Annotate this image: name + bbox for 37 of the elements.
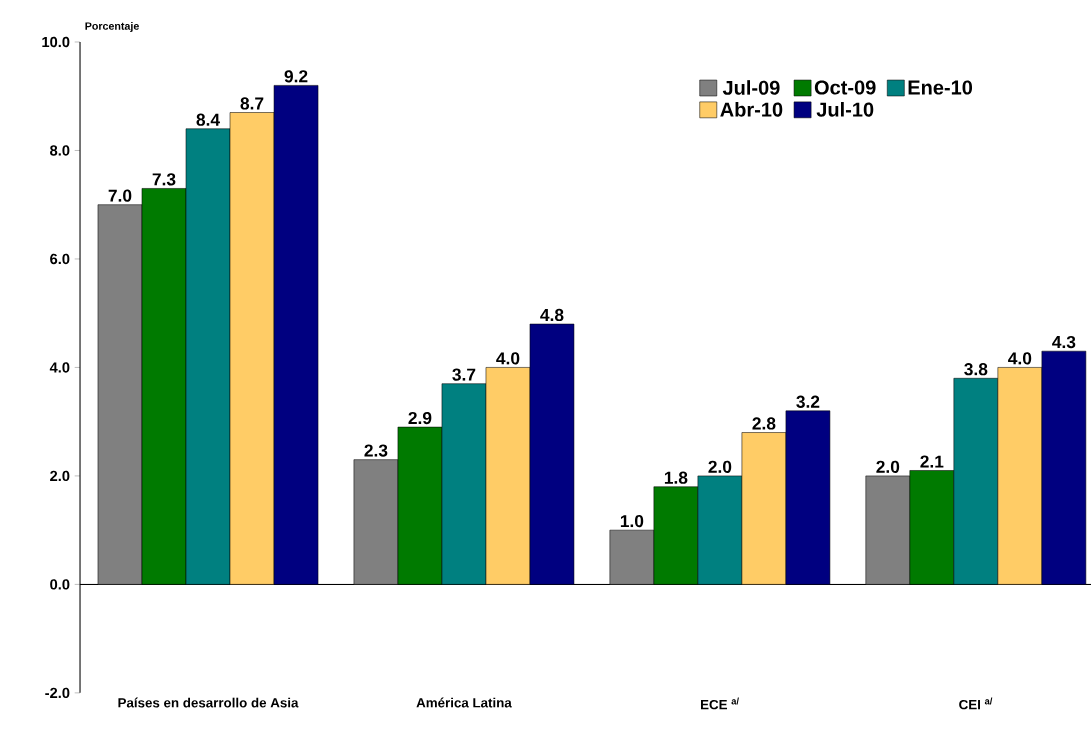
y-tick-label: 6.0 (50, 253, 70, 265)
data-label: 3.8 (964, 362, 988, 376)
x-tick-label: CEI $^{a/}$ (959, 697, 993, 710)
data-label: 2.8 (752, 417, 776, 430)
data-label: 3.2 (796, 395, 820, 408)
y-tick-label: 0.0 (50, 579, 70, 590)
legend-label: Jul-10 (816, 101, 874, 117)
data-label: 1.8 (664, 471, 688, 484)
data-label: 8.4 (196, 113, 220, 126)
data-label: 1.0 (620, 514, 644, 528)
data-label: 4.0 (496, 352, 520, 365)
y-tick-label: -2.0 (45, 687, 70, 698)
data-label: 9.2 (284, 70, 308, 83)
x-tick-label: América Latina (416, 697, 512, 708)
legend-label: Ene-10 (908, 80, 973, 95)
y-axis-title: Porcentaje (85, 21, 139, 32)
legend-label: Jul-09 (722, 80, 780, 95)
y-tick-label: 2.0 (50, 470, 70, 481)
legend-label: Oct-09 (814, 80, 876, 95)
data-label: 3.7 (452, 368, 476, 381)
legend-label: Abr-10 (720, 101, 783, 117)
y-tick-label: 10.0 (42, 36, 70, 48)
data-label: 4.0 (1008, 352, 1032, 365)
data-label: 2.9 (408, 411, 432, 425)
x-tick-label: Países en desarrollo de Asia (118, 697, 299, 708)
data-label: 2.1 (920, 455, 944, 468)
y-tick-label: 8.0 (50, 145, 70, 156)
data-label: 2.3 (364, 444, 388, 457)
data-label: 8.7 (240, 97, 264, 110)
data-label: 2.0 (708, 460, 732, 473)
data-label: 4.8 (540, 308, 564, 321)
data-label: 7.0 (108, 189, 132, 202)
data-label: 4.3 (1052, 335, 1076, 349)
data-label: 2.0 (876, 460, 900, 473)
x-tick-label: ECE $^{a/}$ (701, 697, 739, 710)
data-label: 7.3 (152, 173, 176, 186)
y-tick-label: 4.0 (49, 362, 70, 373)
